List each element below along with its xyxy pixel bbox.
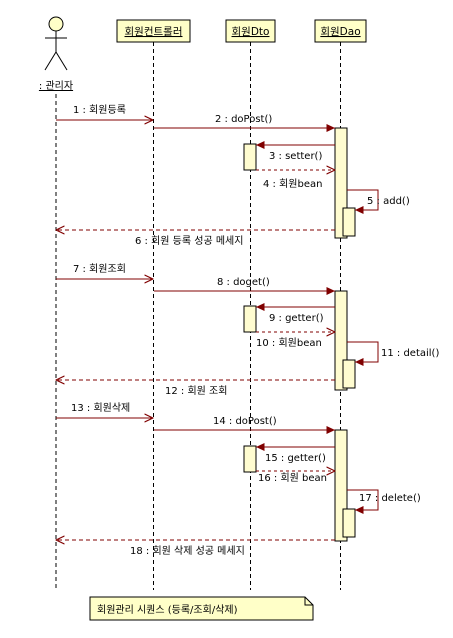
message-label: 16 : 회원 bean <box>258 472 327 484</box>
note-shape <box>89 596 314 621</box>
activation-dto <box>243 445 257 473</box>
message-label: 14 : doPost() <box>213 416 277 427</box>
message-label: 2 : doPost() <box>215 114 272 125</box>
participant-dto: 회원Dto <box>225 19 276 43</box>
message-arrow-self <box>347 189 379 215</box>
participant-label: 회원Dto <box>232 26 270 38</box>
activation-dto <box>243 305 257 333</box>
diagram-note: 회원관리 시퀀스 (등록/조회/삭제) <box>89 596 314 621</box>
actor-label: : 관리자 <box>39 80 73 92</box>
message-label: 4 : 회원bean <box>263 178 322 190</box>
message-label: 3 : setter() <box>269 151 322 162</box>
activations <box>243 127 356 542</box>
message-arrow-self <box>347 489 379 515</box>
actor-head <box>48 16 64 32</box>
note-text: 회원관리 시퀀스 (등록/조회/삭제) <box>97 604 238 616</box>
message-label: 7 : 회원조회 <box>73 263 126 275</box>
activation-dao-self <box>342 508 356 538</box>
message-label: 8 : doget() <box>217 277 270 288</box>
message-label: 10 : 회원bean <box>256 337 322 349</box>
participant-dao: 회원Dao <box>314 19 367 43</box>
message-label: 5 : add() <box>367 196 410 207</box>
activation-dto <box>243 143 257 171</box>
message-label: 1 : 회원등록 <box>73 104 126 116</box>
activation-dao-self <box>342 207 356 237</box>
participant-label: 회원Dao <box>320 26 360 38</box>
message-label: 17 : delete() <box>359 493 421 504</box>
message-label: 11 : detail() <box>381 348 439 359</box>
message-label: 12 : 회원 조회 <box>165 385 227 397</box>
message-labels: 1 : 회원등록 2 : doPost() 3 : setter() 4 : 회… <box>71 104 439 557</box>
message-arrow-self <box>347 341 379 367</box>
activation-dao-self <box>342 359 356 389</box>
message-label: 15 : getter() <box>265 453 326 464</box>
message-label: 9 : getter() <box>269 313 324 324</box>
messages <box>56 120 379 540</box>
participant-controller: 회원컨트롤러 <box>116 19 191 43</box>
message-label: 6 : 회원 등록 성공 메세지 <box>135 235 243 247</box>
note-fold <box>304 597 313 606</box>
participant-label: 회원컨트롤러 <box>125 26 183 38</box>
actor-admin: : 관리자 <box>39 16 73 92</box>
message-label: 13 : 회원삭제 <box>71 402 130 414</box>
actor-leg-right <box>55 51 68 71</box>
message-label: 18 : 회원 삭제 성공 메세지 <box>130 545 245 557</box>
actor-leg-left <box>44 51 57 71</box>
